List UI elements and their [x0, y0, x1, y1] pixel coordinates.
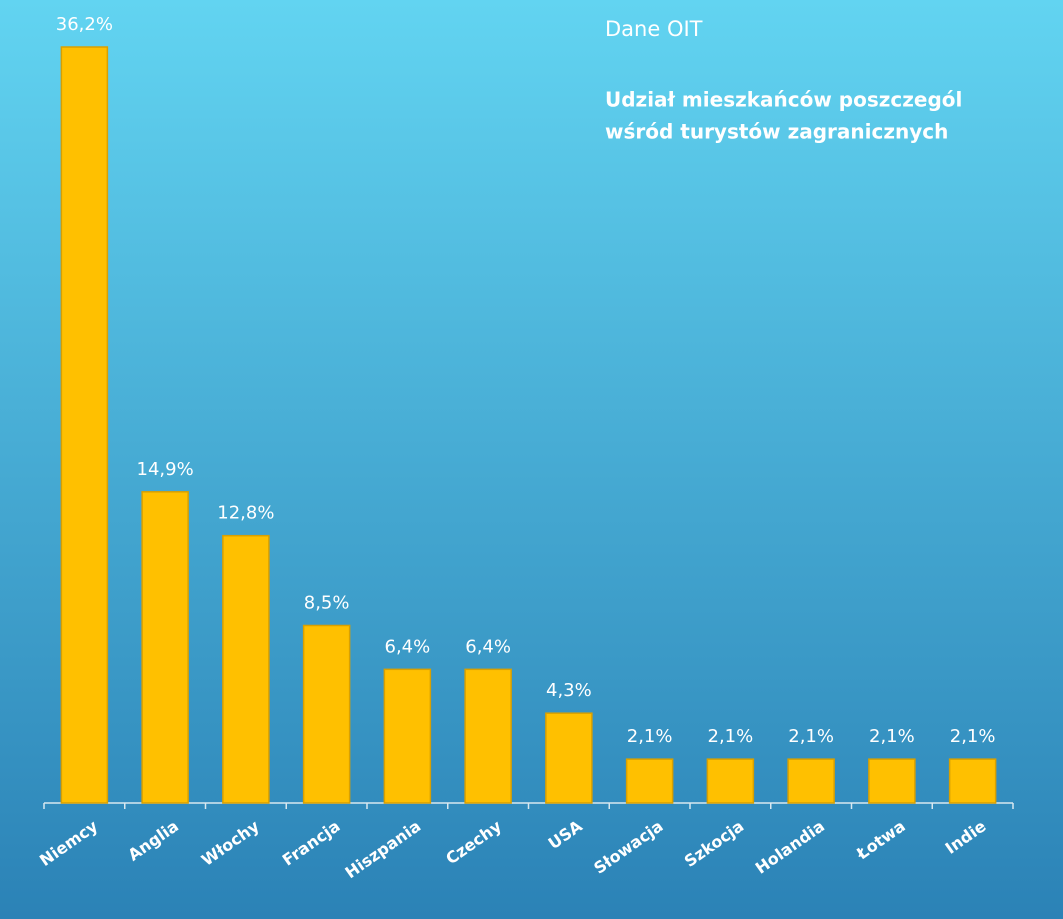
data-label: 6,4%	[385, 636, 431, 657]
source: Dane OIT	[605, 17, 703, 41]
data-label: 14,9%	[137, 459, 194, 480]
bar	[706, 758, 755, 804]
bar	[383, 668, 432, 804]
data-label: 8,5%	[304, 592, 350, 613]
data-label: 4,3%	[546, 680, 592, 701]
data-label: 12,8%	[217, 503, 274, 524]
bar	[141, 491, 189, 804]
bar	[787, 758, 835, 804]
bar	[302, 624, 351, 804]
chart-title: Udział mieszkańców poszczegól	[605, 88, 962, 112]
chart-title: wśród turystów zagranicznych	[605, 120, 948, 144]
data-label: 2,1%	[869, 726, 915, 747]
data-label: 6,4%	[465, 636, 511, 657]
bar	[625, 758, 674, 804]
bar	[545, 712, 593, 804]
data-label: 36,2%	[56, 14, 113, 35]
data-label: 2,1%	[708, 726, 754, 747]
data-label: 2,1%	[950, 726, 996, 747]
data-label: 2,1%	[788, 726, 834, 747]
bar	[868, 758, 916, 804]
data-label: 2,1%	[627, 726, 673, 747]
bar	[222, 534, 270, 804]
bar	[60, 46, 109, 804]
bar	[464, 668, 512, 804]
bar	[948, 758, 997, 804]
